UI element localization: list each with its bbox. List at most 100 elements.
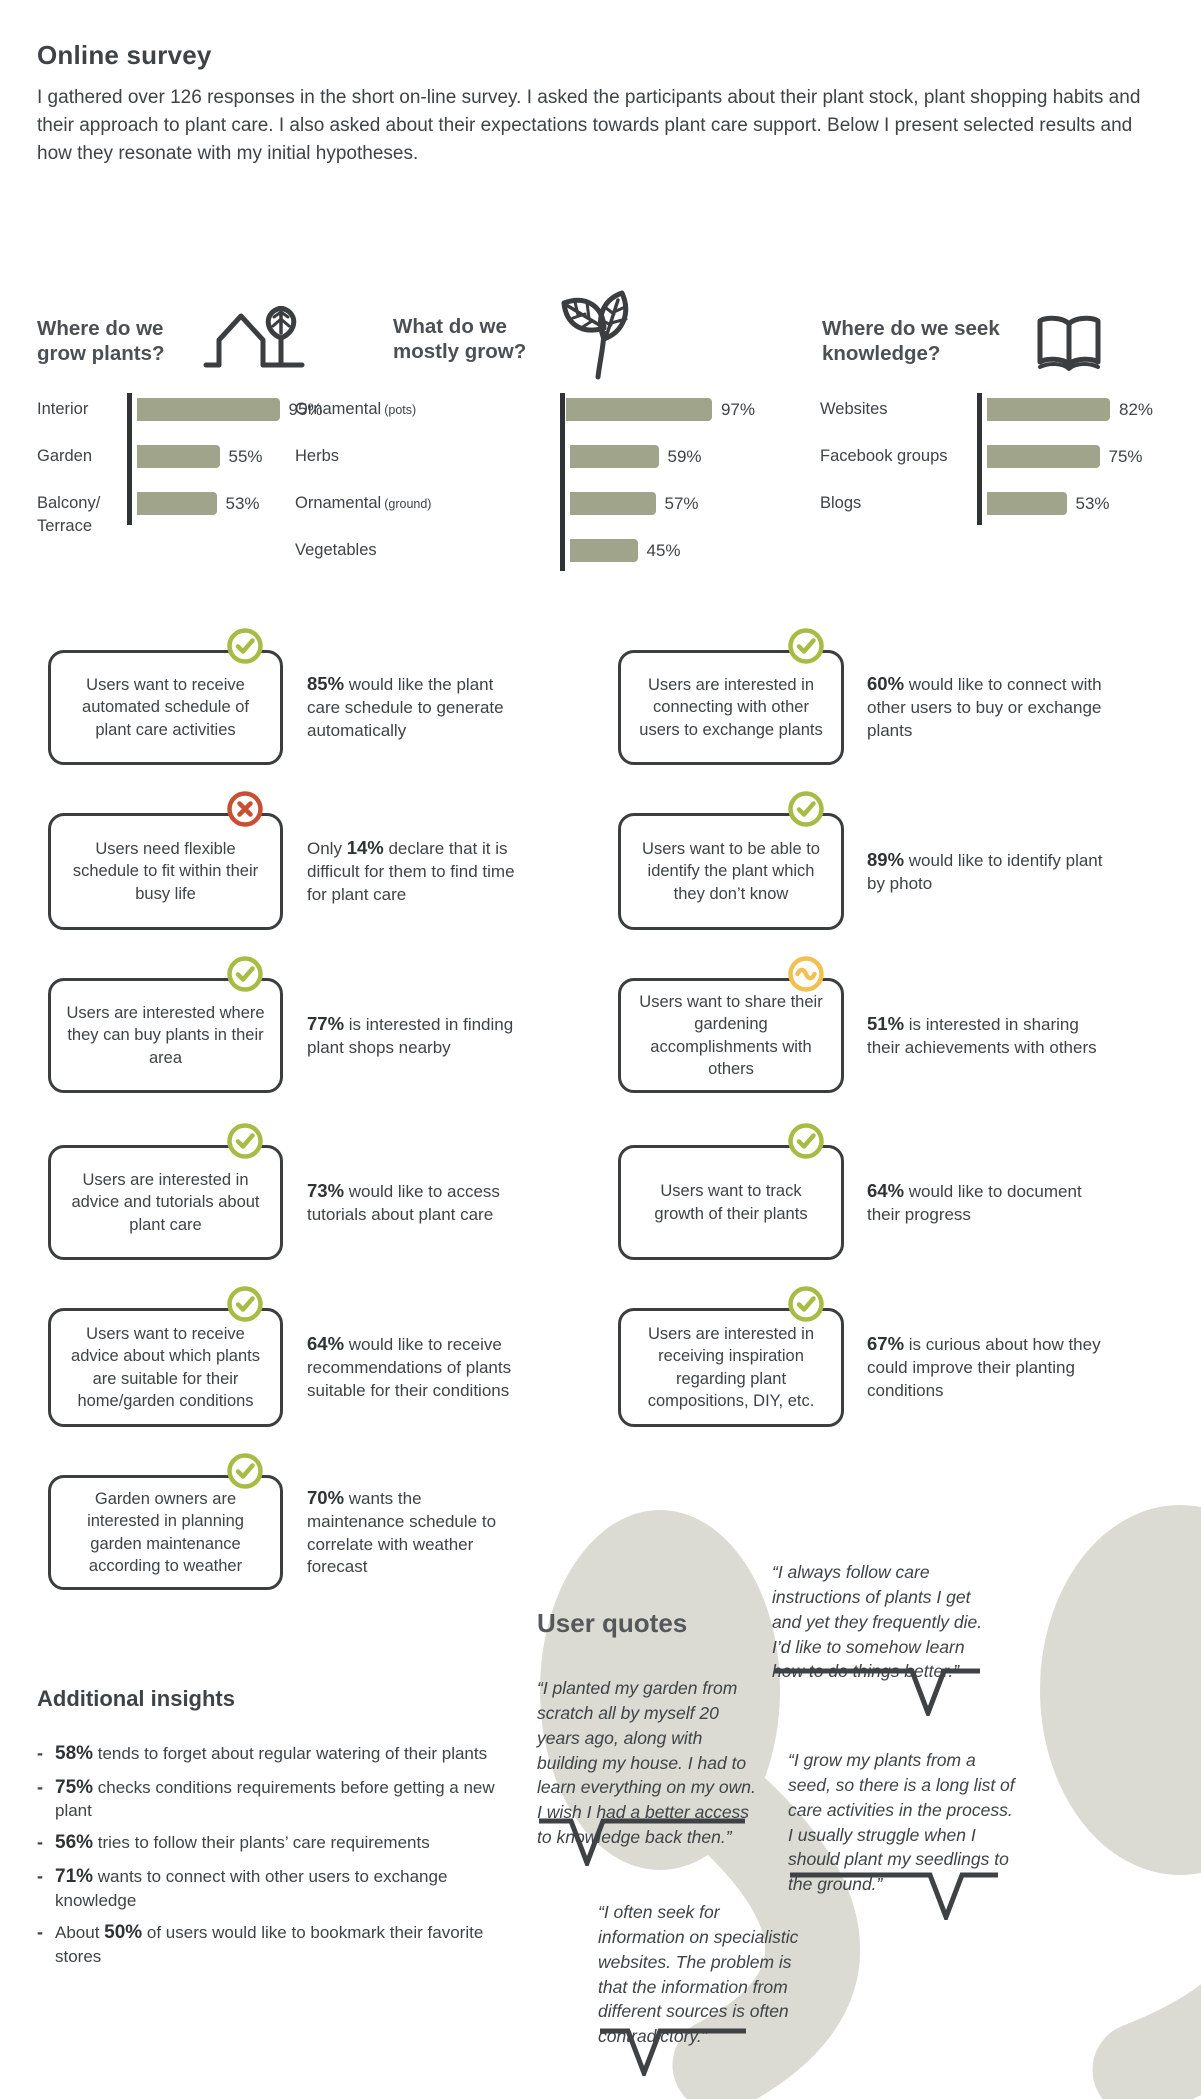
bar-row: Balcony/ Terrace 53% xyxy=(37,492,377,539)
insights-heading: Additional insights xyxy=(37,1686,235,1711)
bar xyxy=(137,398,280,421)
chart-where-grow: Interior 95% Garden 55% Balcony/ Terrace… xyxy=(37,393,377,562)
bar-label: Garden xyxy=(37,447,93,465)
bar-label: Websites xyxy=(820,400,888,418)
stat-text: 77% is interested in finding plant shops… xyxy=(307,1012,514,1057)
house-tree-icon xyxy=(203,306,305,368)
bar-value: 97% xyxy=(720,400,755,419)
hypothesis-text: Users are interested in advice and tutor… xyxy=(71,1170,260,1234)
bar-value: 59% xyxy=(667,447,702,466)
insight-item: 75% checks conditions requirements befor… xyxy=(37,1776,527,1823)
speech-pointer-icon xyxy=(539,1818,745,1866)
chart-what-grow: Ornamental (pots) 97% Herbs 59% Ornamenta… xyxy=(295,393,755,586)
stat-block: 73% would like to access tutorials about… xyxy=(307,1145,519,1260)
bar-row: Herbs 59% xyxy=(295,445,755,469)
bar-row: Ornamental (pots) 97% xyxy=(295,398,755,422)
speech-pointer-icon xyxy=(774,1668,980,1716)
hypothesis-text: Garden owners are interested in planning… xyxy=(87,1489,244,1575)
check-icon xyxy=(227,1123,263,1159)
check-icon xyxy=(227,956,263,992)
bar-row: Websites 82% xyxy=(820,398,1200,422)
stat-block: 64% would like to document their progres… xyxy=(867,1145,1107,1260)
stat-text: 64% would like to document their progres… xyxy=(867,1179,1082,1224)
bar-label: Facebook groups xyxy=(820,447,948,465)
hypothesis-card: Users are interested in connecting with … xyxy=(618,628,844,765)
page-title: Online survey xyxy=(37,40,212,70)
bar-row: Vegetables 45% xyxy=(295,539,755,563)
stat-block: 67% is curious about how they could impr… xyxy=(867,1308,1107,1427)
speech-pointer-icon xyxy=(600,2028,746,2076)
bar-row: Blogs 53% xyxy=(820,492,1200,516)
bar xyxy=(137,492,217,515)
stat-text: 67% is curious about how they could impr… xyxy=(867,1333,1101,1400)
hypothesis-text: Users are interested in connecting with … xyxy=(639,675,823,739)
bar-row: Garden 55% xyxy=(37,445,377,469)
hypothesis-text: Users are interested in receiving inspir… xyxy=(647,1324,815,1410)
stat-block: 60% would like to connect with other use… xyxy=(867,650,1107,765)
bar-value: 75% xyxy=(1108,447,1143,466)
bar xyxy=(987,398,1110,421)
check-icon xyxy=(788,1286,824,1322)
check-icon xyxy=(788,791,824,827)
stat-text: 51% is interested in sharing their achie… xyxy=(867,1012,1097,1057)
chart-axis xyxy=(977,393,982,525)
bar xyxy=(987,492,1067,515)
hypothesis-card: Users want to receive advice about which… xyxy=(48,1286,283,1427)
bar-label: Balcony/ Terrace xyxy=(37,494,101,535)
chart-seek-knowledge: Websites 82% Facebook groups 75% Blogs 5… xyxy=(820,393,1200,539)
hypothesis-text: Users want to be able to identify the pl… xyxy=(642,839,820,903)
stat-text: 73% would like to access tutorials about… xyxy=(307,1179,500,1224)
hypothesis-text: Users want to share their gardening acco… xyxy=(639,992,823,1078)
hypothesis-card: Garden owners are interested in planning… xyxy=(48,1453,283,1590)
bar-value: 95% xyxy=(288,400,323,419)
insight-item: 71% wants to connect with other users to… xyxy=(37,1865,527,1912)
hypothesis-card: Users are interested in receiving inspir… xyxy=(618,1286,844,1427)
stat-text: 89% would like to identify plant by phot… xyxy=(867,848,1103,893)
bar-label: Ornamental (pots) xyxy=(295,400,417,418)
hypothesis-card: Users need flexible schedule to fit with… xyxy=(48,791,283,930)
stat-text: 64% would like to receive recommendation… xyxy=(307,1333,512,1400)
hypothesis-text: Users want to receive advice about which… xyxy=(71,1324,260,1410)
stat-text: 60% would like to connect with other use… xyxy=(867,673,1102,740)
bar-label: Interior xyxy=(37,400,89,418)
bar xyxy=(570,445,659,468)
bar xyxy=(566,398,712,421)
stat-block: Only 14% declare that it is difficult fo… xyxy=(307,813,519,930)
bar-row: Facebook groups 75% xyxy=(820,445,1200,469)
bar xyxy=(570,492,656,515)
chart-title-seek-knowledge: Where do we seek knowledge? xyxy=(822,317,1000,365)
bar-value: 53% xyxy=(1075,494,1110,513)
tilde-icon xyxy=(788,956,824,992)
stat-block: 70% wants the maintenance schedule to co… xyxy=(307,1475,519,1590)
hypothesis-card: Users are interested in advice and tutor… xyxy=(48,1123,283,1260)
hypothesis-card: Users want to share their gardening acco… xyxy=(618,956,844,1093)
bar-label: Herbs xyxy=(295,447,340,465)
bar-row: Ornamental (ground) 57% xyxy=(295,492,755,516)
hypothesis-text: Users are interested where they can buy … xyxy=(66,1003,265,1067)
stat-block: 64% would like to receive recommendation… xyxy=(307,1308,519,1427)
chart-axis xyxy=(127,393,132,525)
stat-text: 85% would like the plant care schedule t… xyxy=(307,673,504,740)
chart-axis xyxy=(560,393,565,571)
check-icon xyxy=(227,1453,263,1489)
user-quote: “I always follow care instructions of pl… xyxy=(772,1562,983,1682)
stat-block: 85% would like the plant care schedule t… xyxy=(307,650,519,765)
bar-label: Vegetables xyxy=(295,541,377,559)
stat-block: 89% would like to identify plant by phot… xyxy=(867,813,1107,930)
bar-value: 82% xyxy=(1119,400,1154,419)
check-icon xyxy=(788,628,824,664)
bar-row: Interior 95% xyxy=(37,398,377,422)
bar xyxy=(570,539,638,562)
stat-text: 70% wants the maintenance schedule to co… xyxy=(307,1486,497,1577)
hypothesis-card: Users are interested where they can buy … xyxy=(48,956,283,1093)
hypothesis-text: Users want to receive automated schedule… xyxy=(82,675,249,739)
hypothesis-card: Users want to be able to identify the pl… xyxy=(618,791,844,930)
bar-label: Ornamental (ground) xyxy=(295,494,432,512)
bar-label: Blogs xyxy=(820,494,862,512)
hypothesis-card: Users want to receive automated schedule… xyxy=(48,628,283,765)
bar xyxy=(137,445,220,468)
check-icon xyxy=(227,628,263,664)
check-icon xyxy=(227,1286,263,1322)
stat-block: 77% is interested in finding plant shops… xyxy=(307,978,519,1093)
